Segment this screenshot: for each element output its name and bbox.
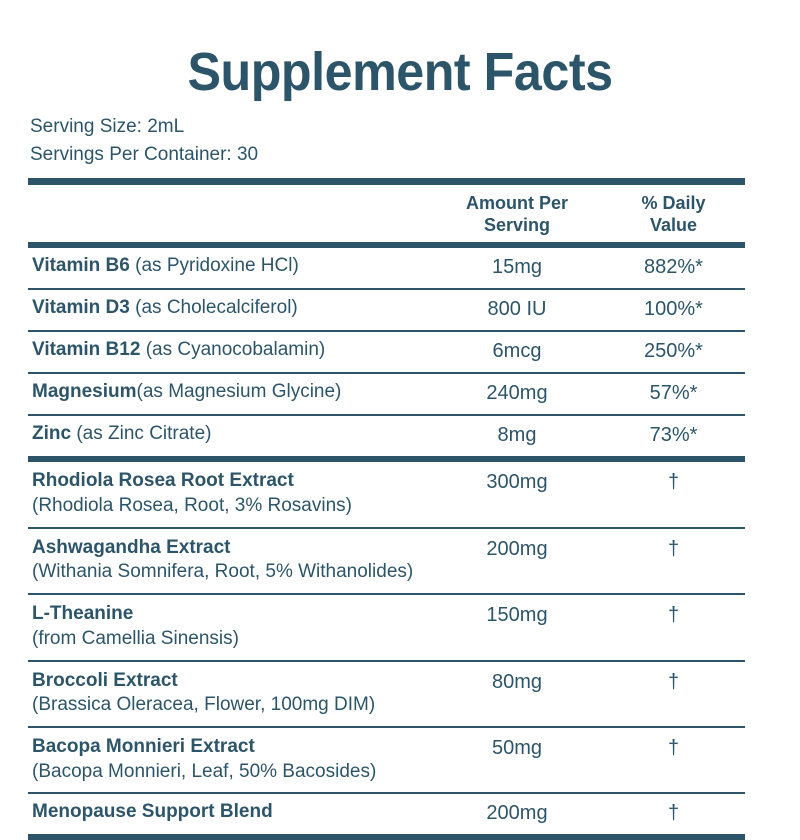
nutrient-subtext: (Brassica Oleracea, Flower, 100mg DIM) — [32, 694, 376, 716]
row-divider — [28, 792, 745, 795]
amount-cell: 800 IU — [487, 298, 547, 321]
header-amount-line1: Amount Per — [465, 193, 568, 214]
table-row: Vitamin D3 (as Cholecalciferol) 800 IU 1… — [28, 290, 745, 330]
amount-cell: 200mg — [486, 537, 548, 560]
table-row: L-Theanine (from Camellia Sinensis) 150m… — [28, 595, 745, 659]
row-divider — [28, 659, 745, 662]
servings-per-container: Servings Per Container: 30 — [30, 143, 259, 165]
nutrient-cell: L-Theanine (from Camellia Sinensis) — [28, 602, 432, 651]
amount-cell: 15mg — [491, 256, 543, 279]
amount-cell: 80mg — [491, 670, 543, 693]
nutrient-cell: Vitamin B6 (as Pyridoxine HCl) — [28, 254, 432, 278]
header-bottom-rule — [28, 242, 745, 249]
daily-value-cell: 73%* — [649, 424, 698, 447]
nutrient-name: Magnesium — [32, 381, 137, 403]
nutrient-name: Vitamin B6 — [32, 255, 130, 277]
amount-cell: 50mg — [491, 737, 543, 760]
nutrient-source: (as Zinc Citrate) — [76, 423, 212, 445]
facts-table: Amount Per Serving % Daily Value Vitamin… — [28, 178, 745, 840]
daily-value-cell: † — [667, 802, 680, 825]
amount-cell: 8mg — [497, 424, 537, 447]
serving-info: Serving Size: 2mL Servings Per Container… — [30, 113, 800, 168]
row-divider — [28, 330, 745, 333]
daily-value-cell: 882%* — [644, 256, 703, 279]
nutrient-source: (as Cyanocobalamin) — [145, 339, 326, 361]
table-header-row: Amount Per Serving % Daily Value — [28, 185, 745, 242]
nutrient-cell: Bacopa Monnieri Extract (Bacopa Monnieri… — [28, 735, 432, 784]
row-divider — [28, 414, 745, 417]
nutrient-source: (as Cholecalciferol) — [135, 297, 298, 319]
header-dv-line2: Value — [649, 214, 698, 235]
daily-value-cell: † — [667, 604, 680, 627]
nutrient-name: Ashwagandha Extract — [32, 536, 231, 558]
row-divider — [28, 593, 745, 596]
serving-size: Serving Size: 2mL — [30, 116, 185, 137]
nutrient-cell: Vitamin B12 (as Cyanocobalamin) — [28, 338, 432, 362]
amount-cell: 200mg — [486, 802, 548, 825]
nutrient-cell: Rhodiola Rosea Root Extract (Rhodiola Ro… — [28, 469, 432, 518]
section-divider — [28, 456, 745, 463]
nutrient-cell: Magnesium(as Magnesium Glycine) — [28, 380, 432, 404]
row-divider — [28, 288, 745, 291]
nutrient-source: (as Pyridoxine HCl) — [135, 255, 299, 277]
daily-value-cell: † — [667, 670, 680, 693]
nutrient-name: Bacopa Monnieri Extract — [32, 736, 255, 758]
daily-value-cell: † — [667, 471, 680, 494]
nutrient-subtext: (Bacopa Monnieri, Leaf, 50% Bacosides) — [32, 760, 377, 782]
nutrient-cell: Zinc (as Zinc Citrate) — [28, 422, 432, 446]
row-divider — [28, 372, 745, 375]
nutrient-subtext: (Withania Somnifera, Root, 5% Withanolid… — [32, 561, 414, 583]
amount-cell: 6mcg — [492, 340, 542, 363]
table-row: Magnesium(as Magnesium Glycine) 240mg 57… — [28, 374, 745, 414]
amount-cell: 240mg — [486, 382, 548, 405]
table-row: Menopause Support Blend 200mg † — [28, 794, 745, 834]
nutrient-cell: Menopause Support Blend — [28, 800, 432, 824]
nutrient-name: Vitamin D3 — [32, 297, 130, 319]
row-divider — [28, 526, 745, 529]
nutrient-cell: Broccoli Extract (Brassica Oleracea, Flo… — [28, 669, 432, 718]
table-row: Zinc (as Zinc Citrate) 8mg 73%* — [28, 416, 745, 456]
header-dv-line1: % Daily — [641, 193, 706, 214]
table-row: Rhodiola Rosea Root Extract (Rhodiola Ro… — [28, 462, 745, 526]
header-daily-value: % Daily Value — [602, 192, 745, 236]
nutrient-cell: Ashwagandha Extract (Withania Somnifera,… — [28, 536, 432, 585]
daily-value-cell: † — [667, 537, 680, 560]
header-amount-per-serving: Amount Per Serving — [432, 192, 602, 236]
nutrient-source: (as Magnesium Glycine) — [136, 381, 342, 403]
daily-value-cell: 100%* — [644, 298, 703, 321]
amount-cell: 300mg — [486, 471, 548, 494]
table-row: Bacopa Monnieri Extract (Bacopa Monnieri… — [28, 728, 745, 792]
daily-value-cell: 57%* — [649, 382, 698, 405]
table-row: Vitamin B6 (as Pyridoxine HCl) 15mg 882%… — [28, 248, 745, 288]
table-row: Broccoli Extract (Brassica Oleracea, Flo… — [28, 662, 745, 726]
row-divider — [28, 726, 745, 729]
nutrient-name: Rhodiola Rosea Root Extract — [32, 470, 294, 492]
nutrient-name: Broccoli Extract — [32, 669, 178, 691]
table-row: Vitamin B12 (as Cyanocobalamin) 6mcg 250… — [28, 332, 745, 372]
nutrient-name: Zinc — [32, 423, 72, 445]
table-row: Ashwagandha Extract (Withania Somnifera,… — [28, 529, 745, 593]
daily-value-cell: † — [667, 737, 680, 760]
nutrient-subtext: (from Camellia Sinensis) — [32, 627, 239, 649]
nutrient-cell: Vitamin D3 (as Cholecalciferol) — [28, 296, 432, 320]
daily-value-cell: 250%* — [644, 340, 703, 363]
header-amount-line2: Serving — [483, 214, 551, 235]
nutrient-subtext: (Rhodiola Rosea, Root, 3% Rosavins) — [32, 495, 352, 517]
supplement-facts-label: Supplement Facts Serving Size: 2mL Servi… — [28, 42, 800, 840]
page-title: Supplement Facts — [187, 42, 613, 102]
nutrient-name: Vitamin B12 — [32, 339, 141, 361]
nutrient-name: L-Theanine — [32, 603, 134, 625]
table-bottom-rule — [28, 834, 745, 840]
nutrient-name: Menopause Support Blend — [32, 801, 273, 823]
table-top-rule — [28, 178, 745, 186]
amount-cell: 150mg — [486, 604, 548, 627]
